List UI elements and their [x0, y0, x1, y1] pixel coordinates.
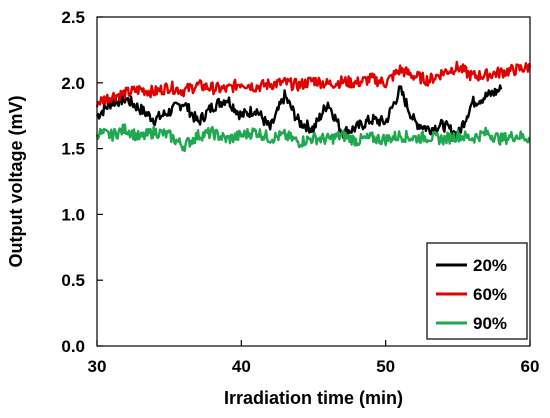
- legend-label: 20%: [473, 256, 507, 275]
- y-tick-label: 2.0: [61, 74, 85, 93]
- plot-frame: [96, 16, 531, 347]
- x-axis-label: Irradiation time (min): [224, 388, 403, 408]
- legend-label: 60%: [473, 285, 507, 304]
- y-tick-label: 2.5: [61, 8, 85, 27]
- y-tick-label: 1.0: [61, 205, 85, 224]
- axes: 0.0 0.5 1.0 1.5 2.0 2.5 30 40 50 60: [61, 8, 539, 376]
- x-tick-label: 30: [88, 357, 107, 376]
- legend: 20% 60% 90%: [426, 242, 528, 340]
- legend-label: 90%: [473, 314, 507, 333]
- x-tick-label: 40: [232, 357, 251, 376]
- plot-area: [95, 60, 532, 153]
- y-tick-label: 0.5: [61, 271, 85, 290]
- y-tick-label: 1.5: [61, 140, 85, 159]
- series-line-60pct: [95, 60, 532, 108]
- x-tick-label: 50: [376, 357, 395, 376]
- y-tick-label: 0.0: [61, 337, 85, 356]
- series-line-90pct: [95, 123, 531, 153]
- y-axis-label: Output voltage (mV): [6, 96, 26, 268]
- x-tick-label: 60: [521, 357, 540, 376]
